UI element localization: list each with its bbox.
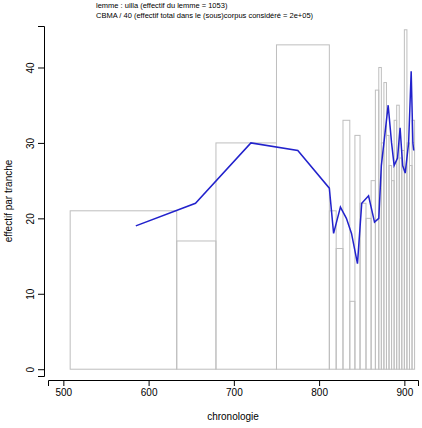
x-tick-label: 900 [397,387,414,398]
bar [360,203,366,369]
x-tick-label: 600 [141,387,158,398]
y-axis: 0 10 20 30 40 [25,27,45,377]
bar [343,120,350,369]
bar [375,90,378,369]
y-tick: 0 [25,366,44,372]
bar [70,211,177,369]
bar [276,45,329,369]
bar [329,211,336,369]
bar [216,143,277,369]
bar [177,241,216,369]
x-tick-mark [404,380,405,386]
y-tick-label: 20 [25,213,36,225]
x-axis-line [49,381,419,387]
x-tick: 800 [311,380,328,398]
x-tick-label: 500 [56,387,73,398]
y-tick: 30 [25,137,44,149]
y-tick: 10 [25,288,44,300]
line [136,71,414,263]
subtitle: CBMA / 40 (effectif total dans le (sous)… [96,11,314,20]
x-axis: 500 600 700 800 900 [49,380,419,398]
y-tick-label: 10 [25,288,36,300]
x-tick-mark [234,380,235,386]
bar [350,301,355,369]
x-tick: 500 [56,380,73,398]
x-axis-title: chronologie [207,411,259,422]
chart: lemme : uilla (effectif du lemme = 1053)… [0,0,422,428]
title: lemme : uilla (effectif du lemme = 1053) [96,1,228,10]
y-axis-title: effectif par tranche [3,159,14,242]
plot-area [70,30,414,369]
y-tick: 20 [25,213,44,225]
bar [366,218,371,369]
y-tick-mark [38,67,44,68]
x-tick-label: 700 [226,387,243,398]
x-tick-label: 800 [311,387,328,398]
y-tick-mark [38,369,44,370]
y-tick-mark [38,143,44,144]
y-tick-label: 40 [25,62,36,74]
y-tick-mark [38,294,44,295]
y-tick: 40 [25,62,44,74]
y-axis-line [38,27,45,377]
x-tick-mark [149,380,150,386]
x-tick: 900 [397,380,414,398]
x-tick: 700 [226,380,243,398]
bar [336,249,343,370]
x-tick-mark [63,380,64,386]
bar [412,120,415,369]
y-tick-label: 30 [25,137,36,149]
y-tick-label: 0 [25,366,36,372]
y-tick-mark [38,218,44,219]
x-tick-mark [319,380,320,386]
x-tick: 600 [141,380,158,398]
